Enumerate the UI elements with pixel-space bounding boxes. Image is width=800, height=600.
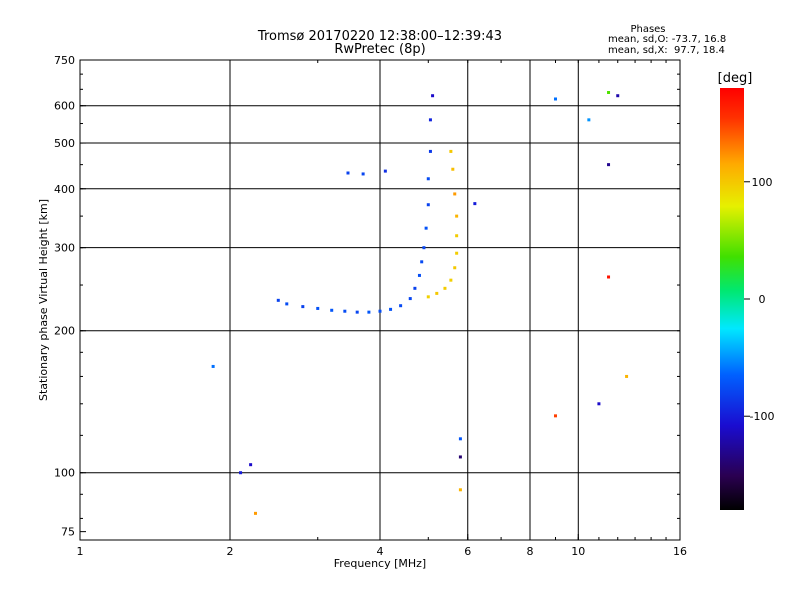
echo-point [443,286,447,290]
echo-point [426,177,430,181]
y-tick-label: 600 [54,100,75,113]
y-tick-label: 300 [54,242,75,255]
echo-point [355,310,359,314]
echo-point [343,309,347,313]
chart-title: Tromsø 20170220 12:38:00–12:39:43 [257,29,502,44]
echo-point [607,275,611,279]
echo-point [458,437,462,441]
echo-point [616,94,620,98]
echo-point [316,306,320,310]
echo-point [285,302,289,306]
echo-point [399,304,403,308]
y-tick-label: 100 [54,467,75,480]
echo-point [453,192,457,196]
echo-point [449,278,453,282]
x-tick-label: 6 [464,545,471,558]
echo-point [239,471,243,475]
x-tick-label: 2 [227,545,234,558]
x-tick-label: 16 [673,545,687,558]
echo-point [435,291,439,295]
echo-point [417,273,421,277]
echo-point [455,214,459,218]
echo-point [426,295,430,299]
echo-point [473,202,477,206]
stats-heading: Phases [630,24,665,35]
stats-line-o: mean, sd,O: -73.7, 16.8 [608,34,726,45]
echo-point [378,309,382,313]
echo-point [431,94,435,98]
grid [80,60,680,540]
echo-point [361,172,365,176]
echo-point [455,251,459,255]
data-points [211,90,629,515]
y-tick-label: 200 [54,325,75,338]
echo-point [553,97,557,101]
echo-point [625,374,629,378]
echo-point [276,298,280,302]
y-tick-label: 750 [54,54,75,67]
echo-point [249,463,253,467]
echo-point [383,169,387,173]
echo-point [367,310,371,314]
echo-point [426,203,430,207]
echo-point [453,266,457,270]
echo-point [458,488,462,492]
x-axis-label: Frequency [MHz] [334,557,426,570]
echo-point [420,260,424,264]
echo-point [330,308,334,312]
echo-point [607,90,611,94]
echo-point [451,167,455,171]
colorbar-tick-label: -100 [750,410,775,423]
y-axis-label: Stationary phase Virtual Height [km] [37,199,50,401]
echo-point [428,118,432,122]
echo-point [449,149,453,153]
echo-point [422,246,426,250]
echo-point [428,149,432,153]
phase-colorbar [720,88,744,510]
y-tick-label: 400 [54,183,75,196]
chart-subtitle: RwPretec (8p) [334,42,425,57]
colorbar-tick-label: 0 [759,293,766,306]
echo-point [424,226,428,230]
axis-ticks: 1 2 4 6 8 10 16 75 100 200 300 400 500 600 750 [54,54,687,558]
echo-point [346,171,350,175]
echo-point [413,286,417,290]
y-tick-label: 500 [54,137,75,150]
echo-point [607,163,611,167]
colorbar-ticks: -100 0 100 [744,176,774,423]
echo-point [389,307,393,311]
colorbar-tick-label: 100 [752,176,773,189]
echo-point [587,118,591,122]
echo-point [408,297,412,301]
echo-point [553,414,557,418]
y-tick-label: 75 [61,526,75,539]
echo-point [301,305,305,309]
echo-point [597,402,601,406]
x-tick-label: 8 [527,545,534,558]
colorbar-label: [deg] [718,71,753,86]
echo-point [253,511,257,515]
x-tick-label: 1 [77,545,84,558]
x-tick-label: 10 [571,545,585,558]
echo-point [455,234,459,238]
echo-point [211,364,215,368]
echo-point [458,455,462,459]
x-tick-label: 4 [377,545,384,558]
stats-line-x: mean, sd,X: 97.7, 18.4 [608,45,725,56]
